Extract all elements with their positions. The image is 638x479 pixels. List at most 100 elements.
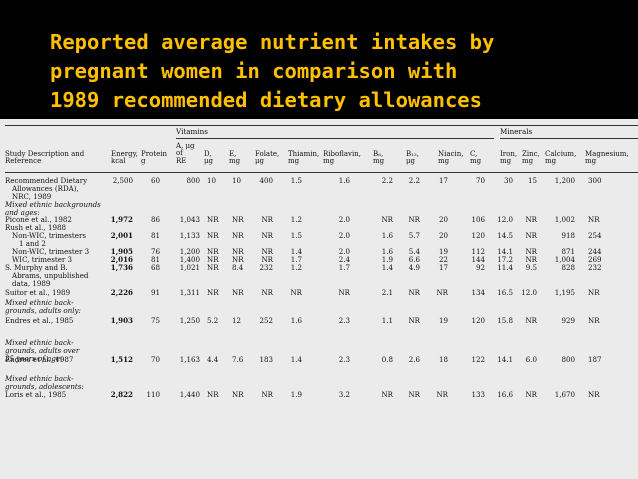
- table-row-label-line: 35 years of age:: [5, 354, 63, 364]
- column-header-line: Protein: [141, 150, 167, 158]
- table-row-label: Rush et al., 1988: [5, 223, 66, 232]
- table-cell: NR: [207, 247, 219, 256]
- table-cell: 1,004: [554, 255, 575, 264]
- table-cell: 120: [471, 231, 485, 240]
- table-cell: 19: [438, 247, 448, 256]
- column-header: E, mg: [229, 150, 241, 166]
- table-cell: NR: [232, 215, 244, 224]
- table-row-label-line: grounds, adults over: [5, 346, 80, 356]
- table-cell: 1.2: [290, 215, 302, 224]
- table-cell: 2.1: [381, 288, 393, 297]
- table-cell: 1,002: [554, 215, 575, 224]
- column-header: A, μg of RE: [176, 142, 195, 165]
- table-cell: 112: [471, 247, 485, 256]
- table-cell: NR: [290, 288, 302, 297]
- column-header: Protein g: [141, 150, 167, 166]
- table-cell: 1,021: [179, 263, 200, 272]
- table-cell: 3.2: [338, 390, 350, 399]
- column-header-line: B₁₂,: [406, 150, 419, 158]
- table-cell: 1.2: [290, 263, 302, 272]
- table-cell: 15.8: [497, 316, 513, 325]
- table-row-label: S. Murphy and B. Abrams, unpublished data,…: [5, 263, 88, 289]
- table-cell: 110: [146, 390, 160, 399]
- column-header-line: B₆,: [373, 150, 384, 158]
- table-cell: NR: [338, 288, 350, 297]
- table-cell: 929: [561, 316, 575, 325]
- table-cell: 800: [186, 176, 200, 185]
- table-cell: NR: [525, 316, 537, 325]
- column-header: B₁₂, μg: [406, 150, 419, 166]
- table-cell: NR: [408, 390, 420, 399]
- table-cell: 5.2: [207, 316, 219, 325]
- table-cell: 4.9: [408, 263, 420, 272]
- table-cell: 14.1: [497, 247, 513, 256]
- table-cell: 22: [438, 255, 448, 264]
- table-section-label: Mixed ethnic back-grounds, adults only:: [5, 298, 81, 315]
- table-cell: 1.5: [290, 231, 302, 240]
- table-row-label-line: Endres et al., 1985: [5, 316, 74, 325]
- table-row-label-line: Mixed ethnic back-: [5, 374, 74, 383]
- column-header: Energy, kcal: [111, 150, 138, 166]
- table-cell: NR: [207, 215, 219, 224]
- table-cell: NR: [232, 247, 244, 256]
- table-cell: 11.4: [497, 263, 513, 272]
- column-header-line: E,: [229, 150, 237, 158]
- table-row-label-line: WIC, trimester 3: [12, 255, 73, 264]
- table-cell: 1.7: [338, 263, 350, 272]
- table-cell: 2.3: [338, 355, 350, 364]
- table-cell: 92: [475, 263, 485, 272]
- table-cell: NR: [408, 288, 420, 297]
- vitamins-group-header: Vitamins: [176, 127, 208, 136]
- column-header-line: mg: [323, 157, 335, 166]
- table-cell: NR: [588, 288, 600, 297]
- table-cell: 2,226: [110, 288, 133, 297]
- table-cell: 6.0: [525, 355, 537, 364]
- table-cell: 232: [588, 263, 602, 272]
- table-cell: 91: [150, 288, 160, 297]
- table-cell: NR: [232, 255, 244, 264]
- column-header: Iron, mg: [500, 150, 517, 166]
- column-header-line: mg: [229, 157, 241, 166]
- table-cell: 1,440: [179, 390, 200, 399]
- title-line: pregnant women in comparison with: [50, 59, 458, 83]
- table-cell: 6.6: [408, 255, 420, 264]
- table-cell: 134: [471, 288, 485, 297]
- column-header-line: mg: [500, 157, 512, 166]
- table-cell: 2.2: [408, 176, 420, 185]
- column-header-line: Thiamin,: [288, 150, 320, 158]
- table-cell: NR: [207, 231, 219, 240]
- table-row-label-line: Picone et al., 1982: [5, 215, 72, 224]
- table-cell: 20: [438, 231, 448, 240]
- table-row-label: Endres et al., 1987: [5, 355, 73, 364]
- table-cell: NR: [525, 390, 537, 399]
- table-cell: 1.6: [381, 247, 393, 256]
- column-header-line: Folate,: [255, 150, 280, 158]
- table-cell: 2.2: [381, 176, 393, 185]
- table-row-label: WIC, trimester 3: [12, 255, 73, 264]
- table-cell: NR: [261, 288, 273, 297]
- table-cell: 1.4: [290, 247, 302, 256]
- minerals-group-header: Minerals: [500, 127, 533, 136]
- minerals-group-rule: [500, 138, 638, 139]
- table-cell: 2.0: [338, 215, 350, 224]
- table-cell: 400: [259, 176, 273, 185]
- table-cell: NR: [525, 215, 537, 224]
- column-header-line: mg: [522, 157, 534, 166]
- column-header-line: mg: [373, 157, 385, 166]
- table-cell: NR: [207, 390, 219, 399]
- column-header: B₆, mg: [373, 150, 385, 166]
- table-row-label-line: Mixed ethnic back-: [5, 338, 74, 347]
- table-cell: NR: [381, 215, 393, 224]
- column-header-line: Zinc,: [522, 150, 540, 158]
- column-header-line: mg: [288, 157, 300, 166]
- table-cell: 232: [259, 263, 273, 272]
- table-cell: 1.4: [381, 263, 393, 272]
- table-cell: 17: [438, 263, 448, 272]
- table-cell: NR: [232, 390, 244, 399]
- table-row-label-line: and ages:: [5, 208, 40, 218]
- table-cell: 1.6: [290, 316, 302, 325]
- table-cell: NR: [207, 288, 219, 297]
- column-header-line: Riboflavin,: [323, 150, 361, 158]
- table-cell: 1.1: [381, 316, 393, 325]
- table-cell: 1,400: [179, 255, 200, 264]
